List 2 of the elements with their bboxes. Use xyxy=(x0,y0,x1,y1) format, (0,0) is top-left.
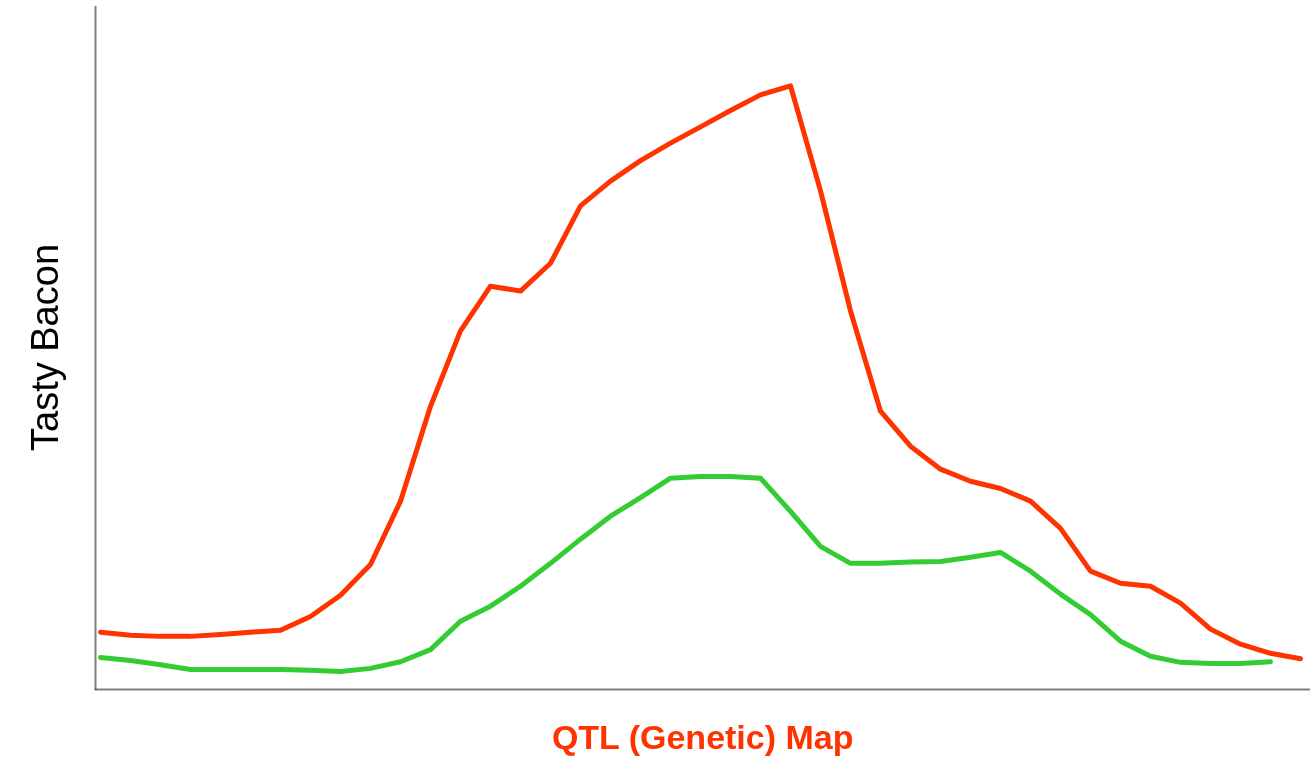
x-axis-title: QTL (Genetic) Map xyxy=(551,717,854,756)
y-axis-title: Tasty Bacon xyxy=(23,244,66,451)
